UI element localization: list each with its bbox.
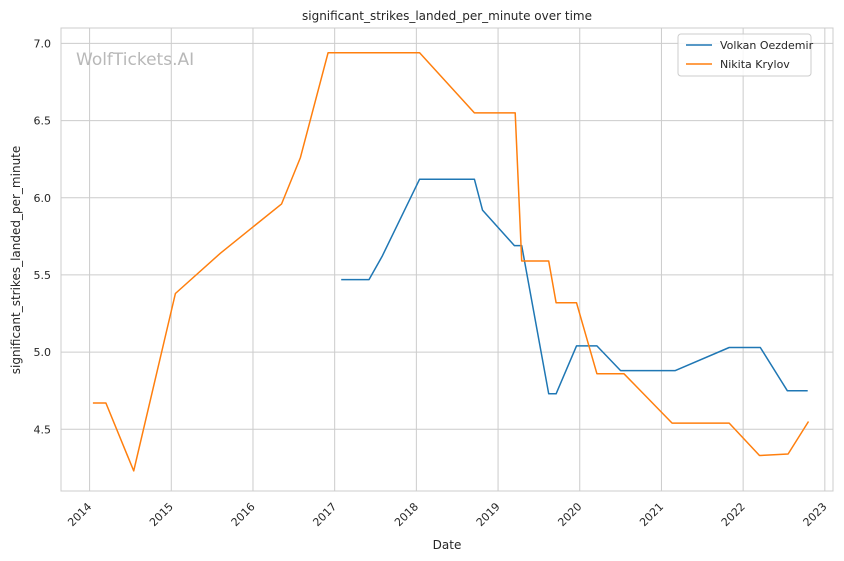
x-tick-label: 2021 bbox=[637, 500, 666, 529]
series-line-nikita-krylov bbox=[92, 51, 810, 472]
x-axis-title: Date bbox=[433, 538, 462, 552]
y-tick-label: 4.5 bbox=[34, 423, 52, 436]
grid bbox=[61, 28, 833, 491]
y-axis-title: significant_strikes_landed_per_minute bbox=[9, 146, 23, 375]
y-axis-ticks: 4.5 5.0 5.5 6.0 6.5 7.0 bbox=[34, 37, 52, 436]
x-tick-label: 2022 bbox=[719, 500, 748, 529]
y-tick-label: 5.0 bbox=[34, 346, 52, 359]
y-tick-label: 7.0 bbox=[34, 37, 52, 50]
series-line-volkan-oezdemir bbox=[341, 178, 808, 395]
x-tick-label: 2018 bbox=[392, 500, 421, 529]
y-tick-label: 5.5 bbox=[34, 269, 52, 282]
x-tick-label: 2020 bbox=[555, 500, 584, 529]
y-tick-label: 6.5 bbox=[34, 115, 52, 128]
x-tick-label: 2014 bbox=[65, 500, 94, 529]
watermark: WolfTickets.AI bbox=[76, 50, 194, 70]
chart-title: significant_strikes_landed_per_minute ov… bbox=[302, 9, 592, 23]
x-tick-label: 2023 bbox=[801, 500, 830, 529]
legend: Volkan Oezdemir Nikita Krylov bbox=[677, 33, 814, 77]
x-tick-label: 2019 bbox=[474, 500, 503, 529]
x-tick-label: 2017 bbox=[310, 500, 339, 529]
legend-label-volkan-oezdemir: Volkan Oezdemir bbox=[720, 39, 814, 52]
x-tick-label: 2015 bbox=[147, 500, 176, 529]
x-tick-label: 2016 bbox=[229, 500, 258, 529]
legend-label-nikita-krylov: Nikita Krylov bbox=[720, 58, 790, 71]
series-lines bbox=[92, 51, 810, 472]
y-tick-label: 6.0 bbox=[34, 192, 52, 205]
plot-frame bbox=[60, 27, 834, 492]
x-axis-ticks: 2014 2015 2016 2017 2018 2019 2020 2021 2022 2023 bbox=[65, 500, 829, 529]
